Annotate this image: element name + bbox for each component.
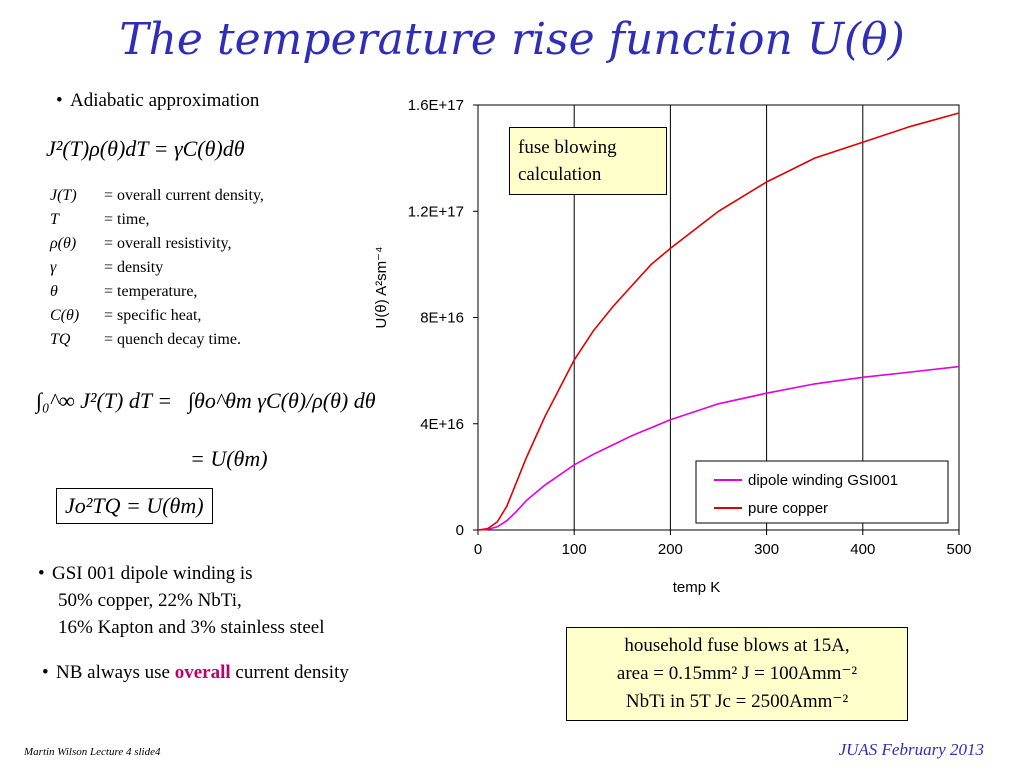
definitions-list: J(T) = overall current density, T = time, ρ(…	[50, 184, 264, 352]
definition-text: = specific heat,	[104, 307, 202, 324]
fuse-blowing-callout: fuse blowing calculation	[509, 127, 667, 195]
definition-symbol: C(θ)	[50, 307, 80, 324]
series-line-dipole-winding	[477, 365, 960, 531]
y-axis-label: U(θ) A²sm⁻⁴	[373, 247, 390, 329]
y-tick-label: 0	[456, 522, 464, 539]
x-tick-label: 0	[474, 541, 482, 558]
definition-row: C(θ) = specific heat,	[50, 304, 264, 328]
bullet-gsi001: • GSI 001 dipole winding is 50% copper, 2…	[38, 560, 324, 641]
definition-symbol: J(T)	[50, 187, 77, 204]
definition-symbol: T	[50, 211, 59, 228]
x-axis-label: temp K	[673, 579, 721, 596]
equation-integral-rhs: ∫θo^θm γC(θ)/ρ(θ) dθ	[188, 388, 376, 413]
series-line-pure-copper	[477, 112, 960, 531]
bullet-gsi001-line-3: 16% Kapton and 3% stainless steel	[58, 617, 325, 638]
x-tick-label: 200	[658, 541, 683, 558]
definition-symbol: ρ(θ)	[50, 235, 77, 252]
bullet-adiabatic: • Adiabatic approximation	[56, 90, 260, 111]
definition-row: γ = density	[50, 256, 264, 280]
equation-adiabatic: J²(T)ρ(θ)dT = γC(θ)dθ	[46, 136, 245, 161]
chart-legend	[695, 460, 949, 524]
fuse-callout-line-2: calculation	[518, 164, 602, 185]
slide-title: The temperature rise function U(θ)	[119, 14, 905, 65]
y-tick-label: 1.6E+17	[408, 97, 464, 114]
definition-text: = quench decay time.	[104, 331, 241, 348]
bullet-gsi001-line-2: 50% copper, 22% NbTi,	[58, 590, 242, 611]
definition-row: ρ(θ) = overall resistivity,	[50, 232, 264, 256]
household-callout-line-1: household fuse blows at 15A,	[624, 635, 850, 656]
definition-row: J(T) = overall current density,	[50, 184, 264, 208]
definition-text: = overall resistivity,	[104, 235, 232, 252]
x-tick-label: 400	[850, 541, 875, 558]
footer-event: JUAS February 2013	[838, 740, 984, 759]
bullet-overall-prefix: NB always use	[56, 662, 175, 683]
temperature-rise-chart: 0 100 200 300 400 500 0 4E+16 8E+16 1.2E+17 1.6E+1…	[373, 97, 972, 596]
fuse-callout-line-1: fuse blowing	[518, 137, 617, 158]
x-tick-label: 300	[754, 541, 779, 558]
definition-text: = overall current density,	[104, 187, 264, 204]
y-tick-label: 1.2E+17	[408, 203, 464, 220]
x-tick-label: 100	[562, 541, 587, 558]
equation-u-theta-m: = U(θm)	[190, 446, 268, 471]
bullet-overall-density: • NB always use overall current density	[42, 662, 349, 683]
definition-text: = time,	[104, 211, 150, 228]
household-fuse-callout: household fuse blows at 15A, area = 0.15…	[566, 627, 908, 721]
definition-symbol: θ	[50, 283, 58, 300]
y-tick-label: 4E+16	[420, 416, 464, 433]
household-callout-line-2: area = 0.15mm² J = 100Amm⁻²	[616, 663, 858, 684]
legend-label: dipole winding GSI001	[748, 472, 898, 489]
equation-boxed-result: Jo²TQ = U(θm)	[56, 488, 213, 524]
y-tick-label: 8E+16	[420, 310, 464, 327]
definition-row: T = time,	[50, 208, 264, 232]
definition-row: TQ = quench decay time.	[50, 328, 264, 352]
x-tick-label: 500	[946, 541, 971, 558]
bullet-adiabatic-text: Adiabatic approximation	[70, 90, 260, 111]
definition-row: θ = temperature,	[50, 280, 264, 304]
bullet-overall-suffix: current density	[230, 662, 349, 683]
bullet-gsi001-line-1: GSI 001 dipole winding is	[52, 563, 253, 584]
legend-label: pure copper	[748, 500, 828, 517]
bullet-overall-highlight: overall	[174, 662, 231, 683]
household-callout-line-3: NbTi in 5T Jc = 2500Amm⁻²	[625, 691, 849, 712]
footer-author: Martin Wilson Lecture 4 slide4	[24, 746, 161, 758]
equation-integral-lhs: ∫₀^∞ J²(T) dT =	[36, 388, 173, 413]
definition-symbol: TQ	[50, 331, 71, 348]
definition-text: = density	[104, 259, 164, 276]
definition-symbol: γ	[50, 259, 57, 276]
definition-text: = temperature,	[104, 283, 198, 300]
